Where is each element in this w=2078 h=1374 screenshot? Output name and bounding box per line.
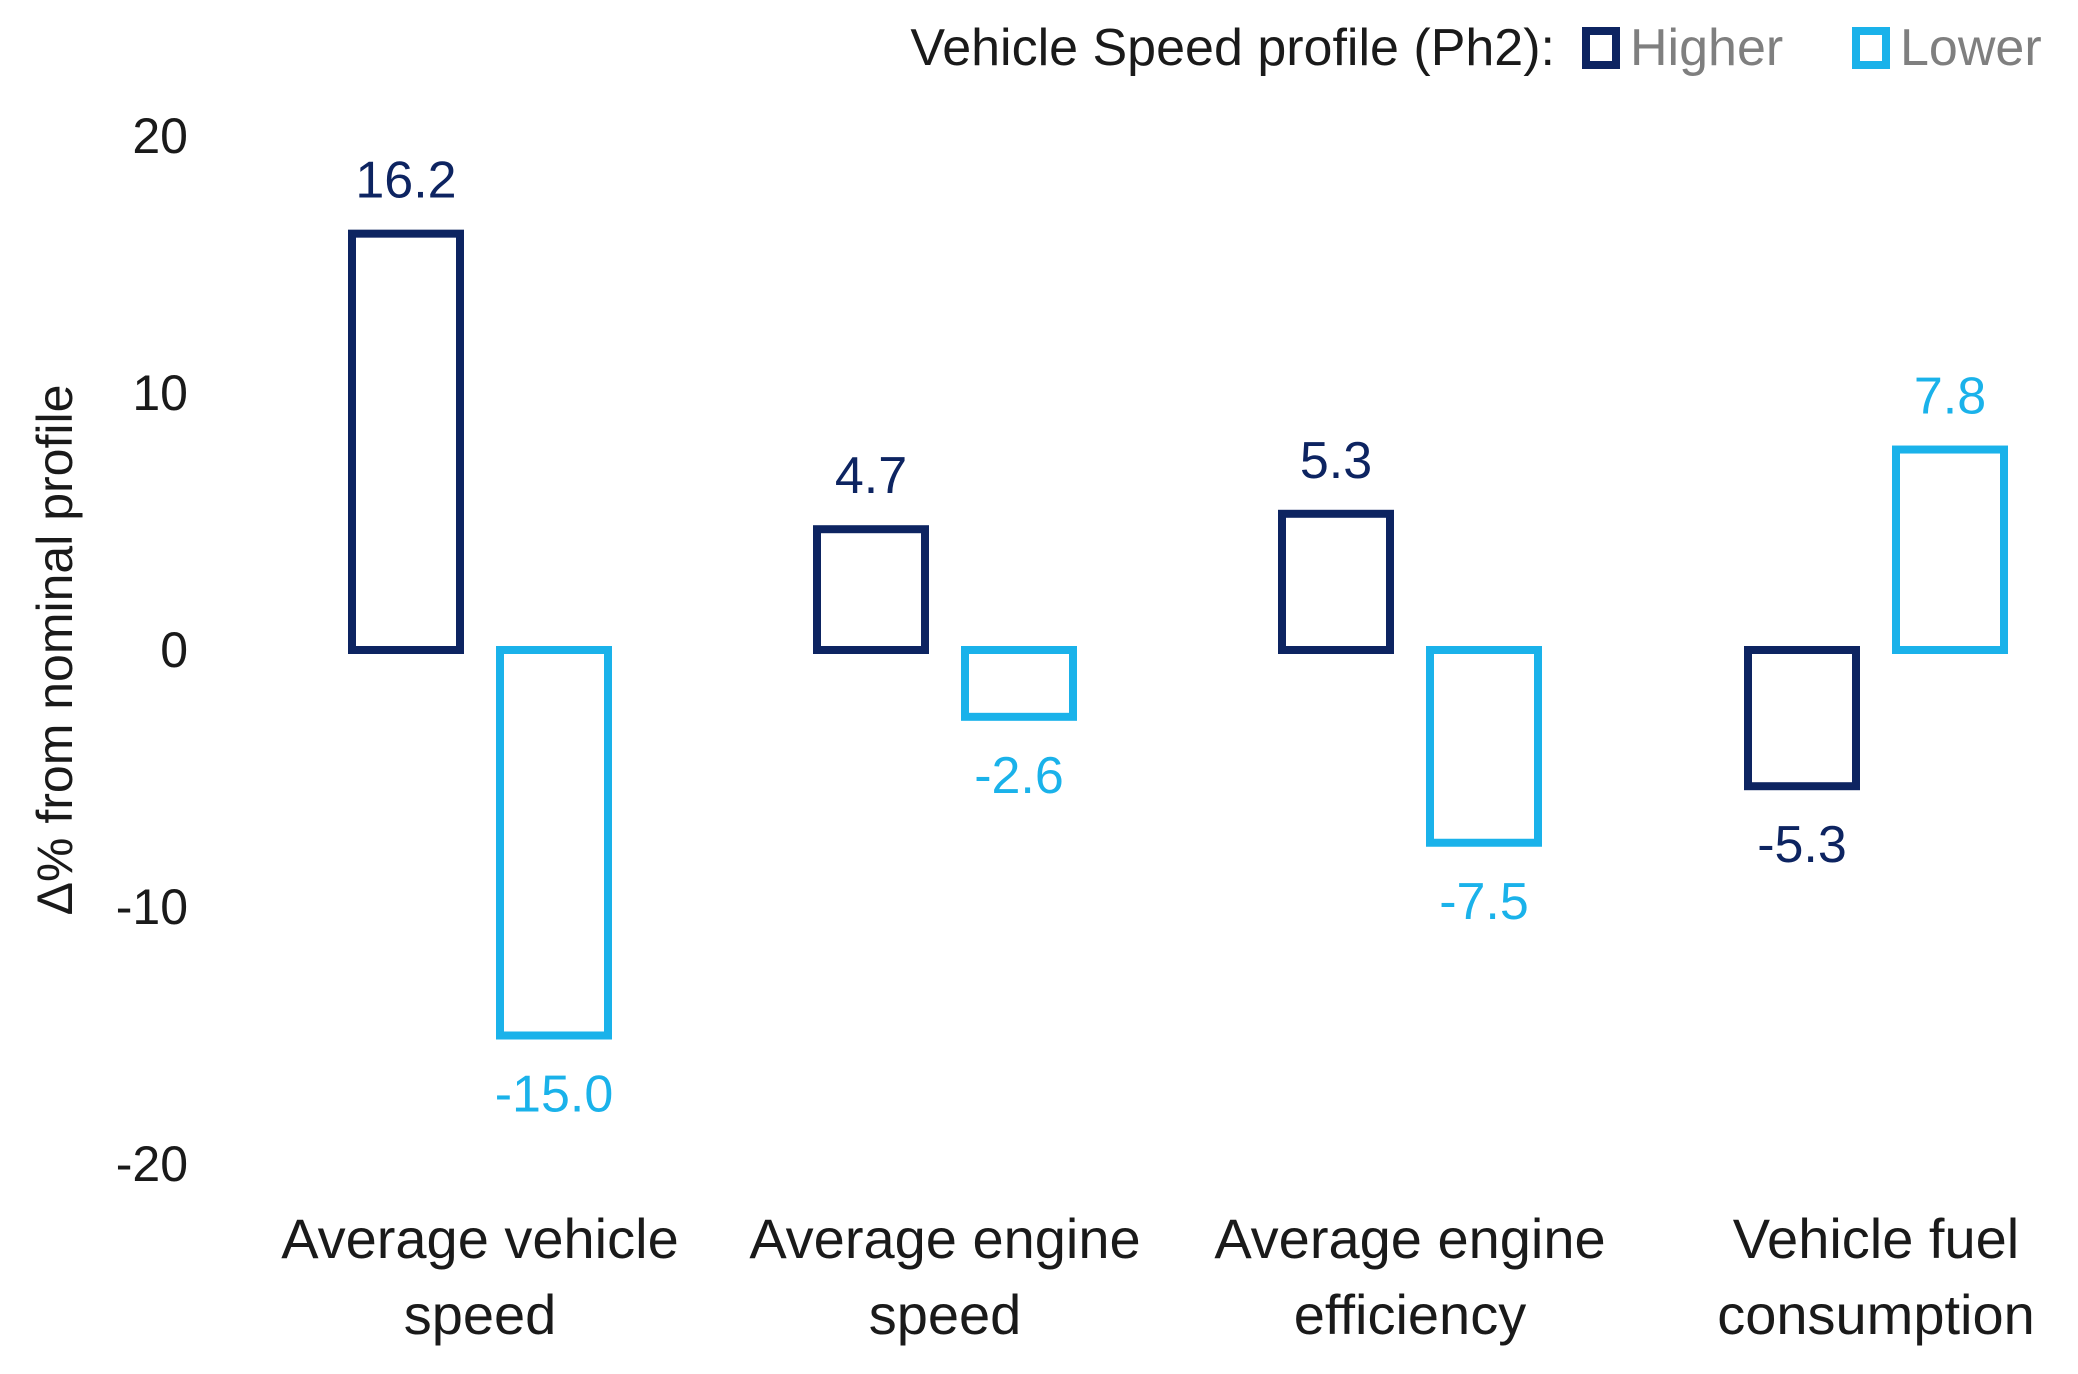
y-tick-label: 0 — [160, 622, 188, 678]
data-label-higher-3: -5.3 — [1757, 816, 1847, 874]
bar-lower-2 — [1426, 646, 1542, 847]
data-label-lower-1: -2.6 — [974, 747, 1064, 805]
y-tick-label: 20 — [132, 108, 188, 164]
category-label: Average engine — [749, 1207, 1140, 1270]
bar-lower-1 — [961, 646, 1077, 721]
data-label-higher-1: 4.7 — [835, 447, 907, 505]
category-label: Vehicle fuel — [1733, 1207, 2019, 1270]
y-tick-label: -10 — [116, 879, 188, 935]
bar-higher-1 — [813, 525, 929, 655]
bar-lower-0 — [496, 646, 612, 1040]
category-label: efficiency — [1294, 1283, 1526, 1346]
category-label: speed — [869, 1283, 1022, 1346]
y-axis-title: Δ% from nominal profile — [27, 385, 83, 916]
bar-lower-3 — [1892, 445, 2008, 655]
category-label: consumption — [1717, 1283, 2035, 1346]
legend: Vehicle Speed profile (Ph2): Higher Lower — [910, 19, 2041, 77]
legend-title: Vehicle Speed profile (Ph2): — [910, 19, 1555, 77]
legend-swatch-higher — [1582, 27, 1620, 69]
y-tick-label: 10 — [132, 365, 188, 421]
data-label-lower-3: 7.8 — [1914, 368, 1986, 426]
bar-higher-2 — [1278, 509, 1394, 654]
category-label: speed — [404, 1283, 557, 1346]
data-label-lower-2: -7.5 — [1439, 873, 1529, 931]
data-label-higher-2: 5.3 — [1300, 432, 1372, 490]
category-label: Average vehicle — [281, 1207, 678, 1270]
category-labels: Average vehicle speed Average engine speed A… — [281, 1207, 2034, 1346]
y-axis-ticks: 20 10 0 -10 -20 — [116, 108, 188, 1192]
y-tick-label: -20 — [116, 1136, 188, 1192]
category-label: Average engine — [1214, 1207, 1605, 1270]
data-label-higher-0: 16.2 — [355, 152, 456, 210]
data-label-lower-0: -15.0 — [495, 1066, 614, 1124]
bar-higher-3 — [1744, 646, 1860, 791]
bars — [348, 229, 2008, 1040]
legend-label-lower: Lower — [1900, 19, 2042, 77]
legend-swatch-lower — [1852, 27, 1890, 69]
bar-higher-0 — [348, 229, 464, 654]
legend-label-higher: Higher — [1630, 19, 1783, 77]
data-labels: 16.2 4.7 5.3 -5.3 -15.0 -2.6 -7.5 7.8 — [355, 152, 1986, 1124]
